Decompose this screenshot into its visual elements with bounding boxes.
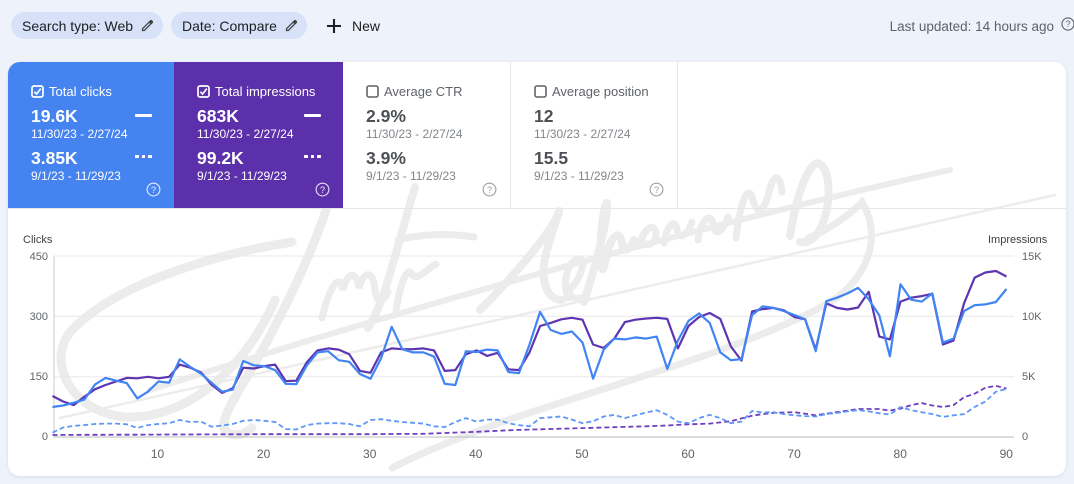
- svg-text:60: 60: [681, 447, 695, 461]
- svg-text:0: 0: [1022, 431, 1028, 443]
- svg-text:?: ?: [487, 185, 492, 195]
- svg-text:20: 20: [257, 447, 271, 461]
- svg-text:?: ?: [320, 185, 325, 195]
- svg-text:10K: 10K: [1022, 311, 1042, 323]
- svg-text:450: 450: [30, 251, 48, 263]
- svg-text:70: 70: [787, 447, 801, 461]
- svg-text:0: 0: [42, 431, 48, 443]
- svg-text:?: ?: [151, 185, 156, 195]
- svg-text:Clicks: Clicks: [23, 234, 53, 246]
- svg-text:5K: 5K: [1022, 371, 1036, 383]
- svg-text:10: 10: [151, 447, 165, 461]
- svg-text:30: 30: [363, 447, 377, 461]
- svg-text:?: ?: [654, 185, 659, 195]
- svg-text:50: 50: [575, 447, 589, 461]
- svg-text:80: 80: [894, 447, 908, 461]
- svg-text:150: 150: [30, 371, 48, 383]
- svg-text:Impressions: Impressions: [988, 234, 1048, 246]
- svg-text:40: 40: [469, 447, 483, 461]
- svg-text:?: ?: [1066, 19, 1071, 29]
- svg-text:15K: 15K: [1022, 251, 1042, 263]
- svg-text:90: 90: [1000, 447, 1014, 461]
- svg-text:300: 300: [30, 311, 48, 323]
